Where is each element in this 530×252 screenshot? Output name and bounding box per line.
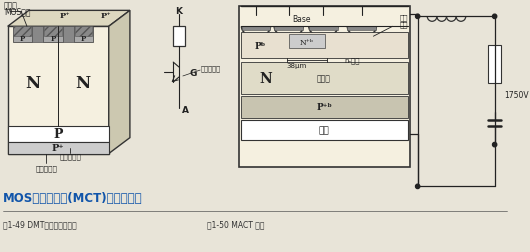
Bar bbox=[274, 27, 303, 31]
Text: 阳极: 阳极 bbox=[400, 14, 408, 21]
Text: 晶管管部分: 晶管管部分 bbox=[36, 165, 57, 171]
Bar bbox=[8, 142, 109, 154]
Bar bbox=[289, 35, 325, 49]
Circle shape bbox=[492, 143, 497, 147]
Text: P⁺: P⁺ bbox=[101, 12, 111, 20]
Bar bbox=[173, 27, 185, 47]
Text: P: P bbox=[81, 35, 86, 43]
Text: N: N bbox=[75, 75, 90, 92]
Text: G: G bbox=[190, 68, 197, 77]
Text: 图1-49 DMT结构与等效电路: 图1-49 DMT结构与等效电路 bbox=[3, 219, 77, 228]
Bar bbox=[43, 27, 63, 43]
Text: P: P bbox=[50, 35, 56, 43]
Bar bbox=[13, 27, 31, 37]
Bar bbox=[238, 7, 410, 168]
Text: Base: Base bbox=[292, 15, 311, 24]
Bar bbox=[75, 27, 92, 37]
Polygon shape bbox=[109, 11, 130, 154]
Polygon shape bbox=[8, 11, 130, 27]
Text: P⁺ᵇ: P⁺ᵇ bbox=[316, 103, 332, 112]
Text: 门极: 门极 bbox=[400, 21, 408, 27]
Text: MOS门极: MOS门极 bbox=[4, 8, 30, 17]
Text: N: N bbox=[259, 72, 272, 86]
Text: 沟槽式: 沟槽式 bbox=[4, 1, 17, 10]
Circle shape bbox=[416, 184, 420, 189]
Bar bbox=[347, 27, 376, 31]
Bar bbox=[13, 27, 32, 43]
Text: A: A bbox=[182, 106, 189, 115]
Bar bbox=[241, 33, 408, 59]
Bar bbox=[241, 97, 408, 118]
Text: P⁺: P⁺ bbox=[51, 144, 64, 152]
Bar bbox=[8, 126, 109, 142]
Bar bbox=[309, 27, 338, 31]
Text: N⁺ᵇ: N⁺ᵇ bbox=[300, 39, 314, 47]
Bar bbox=[488, 46, 501, 84]
Bar bbox=[242, 27, 270, 31]
Circle shape bbox=[416, 15, 420, 19]
Bar bbox=[74, 27, 93, 43]
Bar bbox=[8, 27, 109, 154]
Text: n-沟道: n-沟道 bbox=[344, 57, 360, 64]
Text: Pᵇ: Pᵇ bbox=[254, 42, 266, 50]
Text: K: K bbox=[175, 7, 182, 16]
Bar bbox=[241, 120, 408, 140]
Text: 晶体管部分: 晶体管部分 bbox=[200, 66, 220, 72]
Text: 1750V: 1750V bbox=[504, 91, 529, 100]
Text: 晶闸管部分: 晶闸管部分 bbox=[59, 153, 81, 159]
Bar bbox=[63, 27, 74, 43]
Text: P⁺: P⁺ bbox=[59, 12, 70, 20]
Text: P: P bbox=[53, 128, 63, 141]
Text: 图1-50 MACT 结构: 图1-50 MACT 结构 bbox=[207, 219, 264, 228]
Bar bbox=[241, 63, 408, 94]
Bar bbox=[32, 27, 43, 43]
Bar bbox=[45, 27, 61, 37]
Circle shape bbox=[492, 15, 497, 19]
Text: 38μm: 38μm bbox=[287, 63, 307, 69]
Text: P: P bbox=[20, 35, 25, 43]
Text: 缓冲层: 缓冲层 bbox=[316, 74, 330, 83]
Text: 阳极: 阳极 bbox=[319, 126, 330, 135]
Text: MOS控制晶闸管(MCT)等相关介绍: MOS控制晶闸管(MCT)等相关介绍 bbox=[3, 192, 143, 205]
Text: N: N bbox=[25, 75, 40, 92]
